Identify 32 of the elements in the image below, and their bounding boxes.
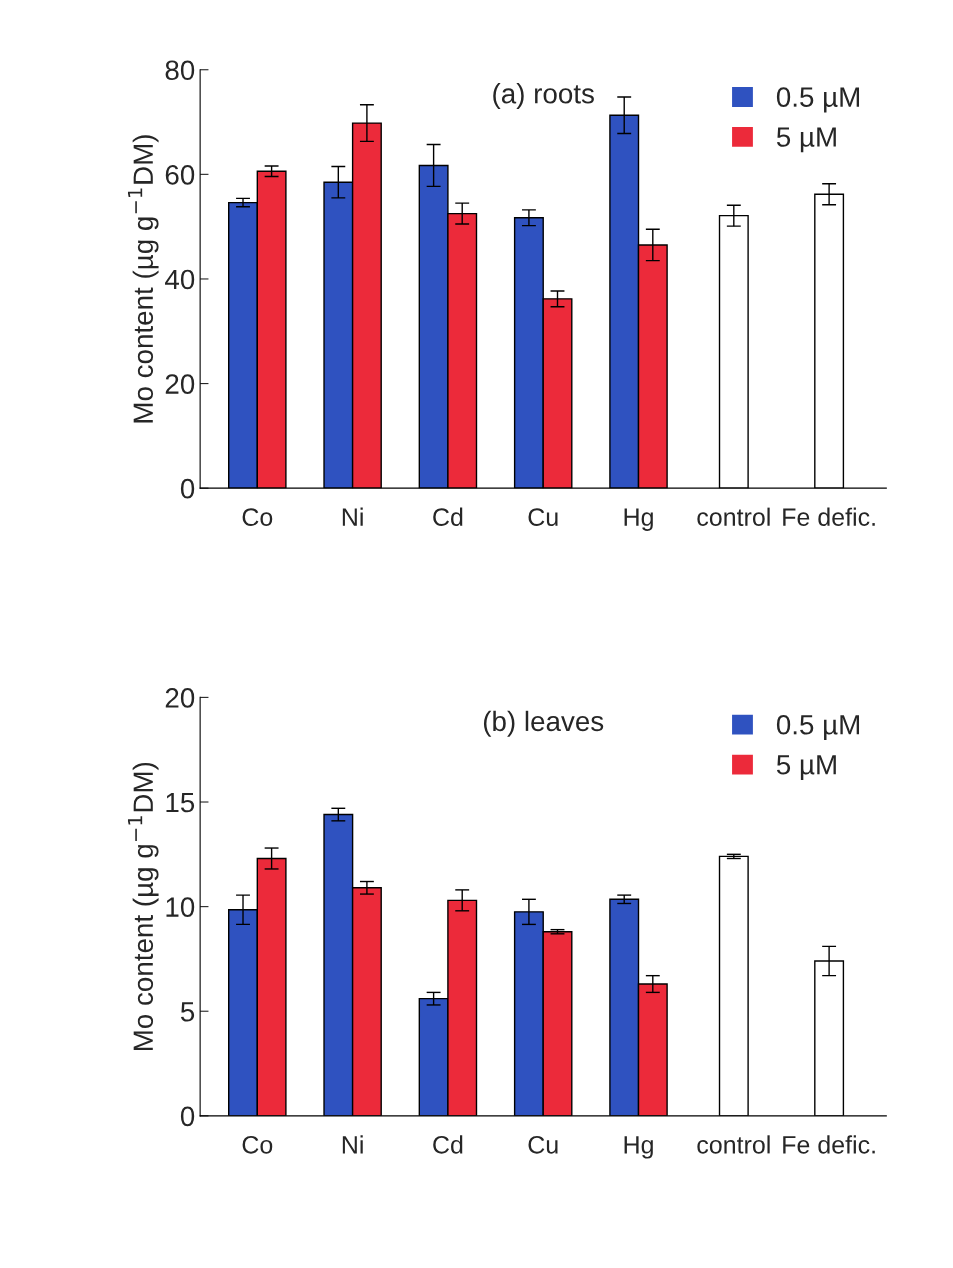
x-tick-label: Cd (433, 1135, 463, 1154)
y-axis-title: Mo content (µg g$^{−1}$DM) (127, 762, 159, 1051)
x-tick-label: Cu (528, 508, 558, 526)
x-tick-label: Ni (342, 507, 363, 526)
y-tick-label: 40 (165, 269, 195, 290)
legend-label: 5 µM (776, 755, 836, 780)
y-tick-label: 0 (180, 478, 195, 499)
x-tick-label: Co (242, 508, 273, 526)
y-tick-label: 80 (165, 60, 195, 81)
x-tick-label: Fe defic. (783, 507, 875, 526)
x-tick-label: Hg (624, 1136, 653, 1159)
y-tick-label: 60 (165, 165, 195, 185)
x-tick-label: Cd (433, 507, 463, 526)
legend-label: 0.5 µM (776, 87, 860, 113)
legend-label: 5 µM (776, 127, 836, 153)
x-tick-label: control (697, 507, 770, 526)
legend-label: 0.5 µM (776, 714, 860, 741)
y-tick-label: 20 (165, 688, 195, 708)
y-tick-label: 10 (166, 897, 195, 917)
y-axis-title: Mo content (µg g$^{−1}$DM) (127, 135, 159, 423)
x-tick-label: Fe defic. (783, 1135, 875, 1154)
chart-title: (b) leaves (483, 710, 604, 737)
x-tick-label: control (697, 1135, 770, 1154)
x-tick-label: Ni (342, 1135, 363, 1154)
y-tick-label: 0 (180, 1106, 195, 1127)
x-tick-label: Co (242, 1135, 273, 1154)
y-tick-label: 20 (165, 374, 195, 394)
x-tick-label: Cu (528, 1135, 558, 1154)
y-tick-label: 15 (166, 792, 195, 813)
x-tick-label: Hg (624, 508, 653, 531)
y-tick-label: 5 (180, 1002, 195, 1022)
chart-title: (a) roots (493, 83, 594, 109)
